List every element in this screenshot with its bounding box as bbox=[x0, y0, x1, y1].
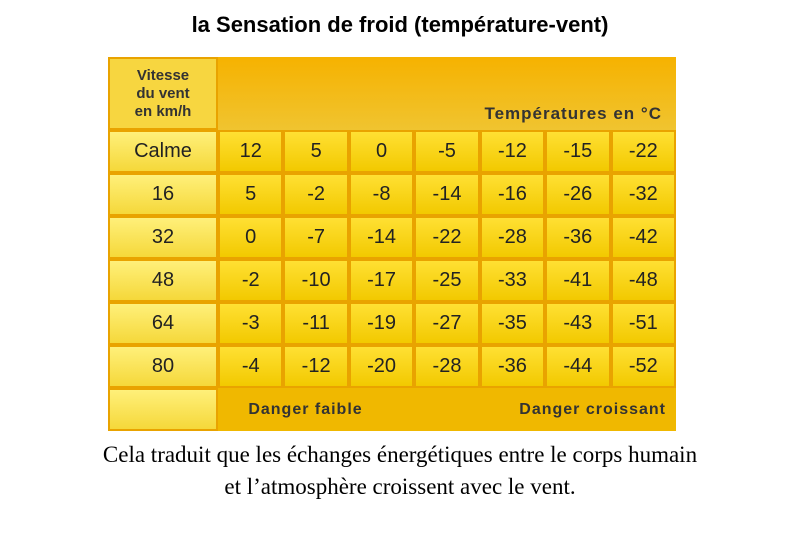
caption-line: Cela traduit que les échanges énergétiqu… bbox=[102, 442, 698, 467]
table-cell: -35 bbox=[479, 302, 546, 345]
footer-label: Danger croissant bbox=[393, 388, 676, 431]
row-header: 64 bbox=[108, 302, 218, 345]
table-cell: -22 bbox=[414, 216, 480, 259]
table-cell: -52 bbox=[610, 345, 676, 388]
table-cell: -44 bbox=[545, 345, 611, 388]
table-cell: -36 bbox=[545, 216, 611, 259]
row-header: 16 bbox=[108, 173, 218, 216]
table-cell: 5 bbox=[218, 173, 284, 216]
corner-header: Vitesse du vent en km/h bbox=[108, 57, 218, 130]
table-cell: -12 bbox=[479, 130, 546, 173]
corner-line: Vitesse bbox=[136, 66, 190, 84]
table-cell: 5 bbox=[283, 130, 349, 173]
table-cell: -16 bbox=[479, 173, 546, 216]
footer-label: Danger faible bbox=[218, 388, 393, 431]
table-cell: -33 bbox=[479, 259, 546, 302]
table-cell: -25 bbox=[414, 259, 480, 302]
table-cell: -51 bbox=[610, 302, 676, 345]
table-cell: -48 bbox=[610, 259, 676, 302]
table-cell: 0 bbox=[348, 130, 415, 173]
table-cell: -2 bbox=[218, 259, 284, 302]
footer-corner bbox=[108, 388, 218, 431]
table-cell: -32 bbox=[610, 173, 676, 216]
table-cell: -15 bbox=[545, 130, 611, 173]
wind-chill-table: Vitesse du vent en km/h Températures en °C C… bbox=[108, 57, 676, 431]
table-cell: 0 bbox=[218, 216, 284, 259]
table-cell: -41 bbox=[545, 259, 611, 302]
table-cell: -22 bbox=[610, 130, 676, 173]
corner-line: en km/h bbox=[134, 102, 192, 120]
table-cell: -3 bbox=[218, 302, 284, 345]
table-cell: -26 bbox=[545, 173, 611, 216]
title: la Sensation de froid (température-vent) bbox=[191, 12, 609, 37]
table-cell: -7 bbox=[283, 216, 349, 259]
column-header: Températures en °C bbox=[218, 57, 676, 130]
table-cell: -4 bbox=[218, 345, 284, 388]
table-cell: -5 bbox=[414, 130, 480, 173]
table-cell: -14 bbox=[414, 173, 480, 216]
table-cell: -10 bbox=[283, 259, 349, 302]
table-cell: -27 bbox=[414, 302, 480, 345]
table-cell: -8 bbox=[348, 173, 415, 216]
table-cell: -28 bbox=[414, 345, 480, 388]
table-cell: -28 bbox=[479, 216, 546, 259]
corner-line: du vent bbox=[136, 84, 190, 102]
table-cell: -20 bbox=[348, 345, 415, 388]
table-cell: -17 bbox=[348, 259, 415, 302]
table-cell: 12 bbox=[218, 130, 284, 173]
table-cell: -43 bbox=[545, 302, 611, 345]
table-cell: -19 bbox=[348, 302, 415, 345]
row-header: 80 bbox=[108, 345, 218, 388]
row-header: Calme bbox=[108, 130, 218, 173]
table-cell: -14 bbox=[348, 216, 415, 259]
table-cell: -11 bbox=[283, 302, 349, 345]
table-cell: -42 bbox=[610, 216, 676, 259]
table-cell: -2 bbox=[283, 173, 349, 216]
row-header: 48 bbox=[108, 259, 218, 302]
row-header: 32 bbox=[108, 216, 218, 259]
table-cell: -12 bbox=[283, 345, 349, 388]
table-cell: -36 bbox=[479, 345, 546, 388]
caption-line: et l’atmosphère croissent avec le vent. bbox=[224, 474, 576, 499]
